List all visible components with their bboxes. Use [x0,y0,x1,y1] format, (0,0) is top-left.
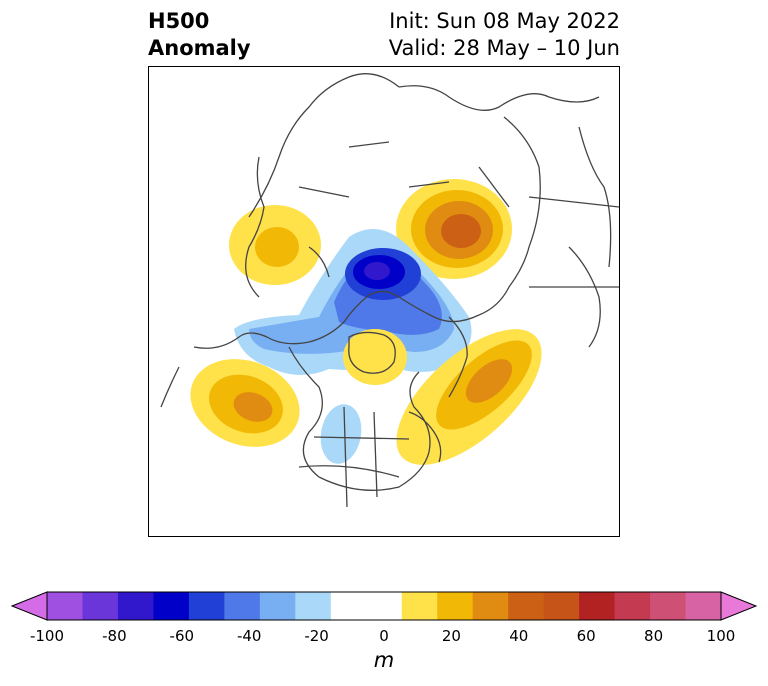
colorbar-outline [46,591,722,621]
colorbar-box [650,592,687,620]
anomaly-map [149,73,619,508]
frame-gap [149,282,155,320]
colorbar-tick-label: 60 [576,627,596,645]
colorbar-box [614,592,651,620]
colorbar-extend-low [10,591,48,621]
colorbar-tick-label: -60 [169,627,195,645]
colorbar-box [117,592,154,620]
colorbar-tick-label: -40 [236,627,262,645]
colorbar-tick-label: 80 [644,627,664,645]
colorbar-box [508,592,545,620]
init-date: Init: Sun 08 May 2022 [389,9,620,33]
anomaly-siberia-positive [396,179,512,279]
anomaly-arctic-negative [234,229,472,376]
colorbar-extend-high [720,591,758,621]
colorbar-tick-label: -100 [29,627,65,645]
colorbar-box [259,592,296,620]
anomaly-pacific-positive [190,359,300,447]
colorbar-tick-label: -80 [102,627,127,645]
anomaly-hudson-positive [343,329,407,385]
colorbar-box [224,592,261,620]
colorbar [10,591,758,621]
anomaly-us-negative [320,404,362,464]
colorbar-box [366,592,403,620]
valid-range: Valid: 28 May – 10 Jun [388,36,620,60]
colorbar-tick-label: 100 [706,627,736,645]
colorbar-box [437,592,474,620]
colorbar-tick-label: -20 [304,627,329,645]
colorbar-box [401,592,438,620]
colorbar-box [472,592,509,620]
title-right: Init: Sun 08 May 2022 Valid: 28 May – 10… [389,8,620,62]
colorbar-box [82,592,119,620]
colorbar-tick-label: 0 [379,627,389,645]
colorbar-units: m [373,648,395,672]
colorbar-tick-label: 20 [441,627,461,645]
colorbar-box [579,592,616,620]
anomaly-kamchatka-positive [229,205,321,285]
colorbar-box [153,592,190,620]
colorbar-tick-label: 40 [509,627,529,645]
colorbar-box [330,592,367,620]
colorbar-box [188,592,225,620]
colorbar-box [295,592,332,620]
title-left: H500 Anomaly [148,8,251,62]
colorbar-box [543,592,580,620]
title-type: Anomaly [148,36,251,60]
colorbar-box [685,592,722,620]
colorbar-box [47,592,83,620]
map-panel [148,66,620,537]
coastlines [160,73,619,508]
title-variable: H500 [148,9,210,33]
